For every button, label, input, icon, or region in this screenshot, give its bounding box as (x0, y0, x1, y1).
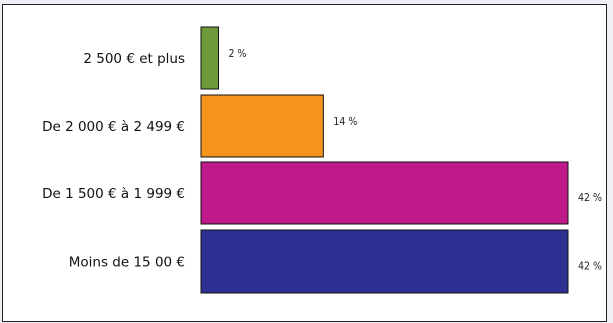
value-label-3: 42 % (578, 261, 602, 273)
category-label-3: Moins de 15 00 € (69, 255, 185, 271)
category-label-2: De 1 500 € à 1 999 € (42, 186, 185, 202)
value-label-2: 42 % (578, 192, 602, 204)
value-label-0: 2 % (228, 48, 246, 60)
bar-0 (200, 26, 219, 90)
bar-2 (200, 161, 569, 225)
bar-chart: 2 500 € et plus 2 % De 2 000 € à 2 499 € 14… (42, 26, 602, 294)
value-label-1: 14 % (333, 116, 357, 128)
bar-1 (200, 94, 324, 158)
category-label-1: De 2 000 € à 2 499 € (42, 119, 185, 135)
chart-frame: 2 500 € et plus 2 % De 2 000 € à 2 499 € 14… (2, 4, 607, 322)
bar-3 (200, 229, 569, 294)
category-label-0: 2 500 € et plus (83, 51, 185, 67)
